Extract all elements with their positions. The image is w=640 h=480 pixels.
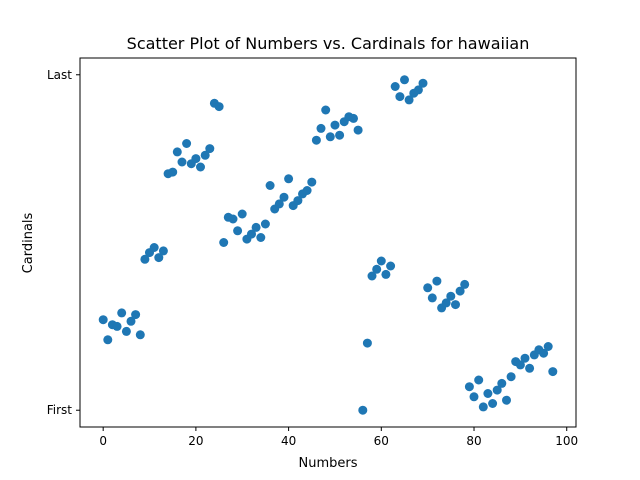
data-point xyxy=(367,271,377,281)
data-point xyxy=(474,375,484,385)
y-axis: First Last xyxy=(47,68,80,417)
data-point xyxy=(506,372,516,382)
data-point xyxy=(427,293,437,303)
data-point xyxy=(256,233,266,242)
y-tick-label: Last xyxy=(47,68,72,82)
data-point xyxy=(497,378,507,388)
data-point xyxy=(543,342,553,351)
data-point xyxy=(149,243,159,252)
data-point xyxy=(182,139,192,148)
data-point xyxy=(413,85,423,95)
data-point xyxy=(200,150,210,160)
data-point xyxy=(205,144,215,154)
data-point xyxy=(432,276,442,286)
data-point xyxy=(112,321,122,331)
data-point xyxy=(247,229,256,239)
data-point xyxy=(284,174,294,184)
data-point xyxy=(233,226,243,236)
data-point xyxy=(237,209,247,219)
data-point xyxy=(325,132,335,142)
data-point xyxy=(488,399,498,408)
data-point xyxy=(525,363,535,373)
data-point xyxy=(126,316,136,326)
data-point xyxy=(330,120,340,130)
data-point xyxy=(251,222,261,232)
x-tick-label: 0 xyxy=(99,434,107,448)
data-point xyxy=(400,75,409,85)
data-point xyxy=(381,269,391,279)
data-point xyxy=(376,256,386,266)
data-point xyxy=(404,95,414,105)
data-point xyxy=(177,157,187,167)
data-point xyxy=(158,246,168,256)
data-point xyxy=(279,192,289,202)
data-point xyxy=(228,214,238,224)
data-point xyxy=(260,219,270,229)
data-point xyxy=(168,167,178,177)
data-point xyxy=(307,177,317,187)
x-tick-label: 40 xyxy=(281,434,296,448)
x-axis-label: Numbers xyxy=(299,456,358,471)
data-point xyxy=(191,154,201,164)
y-tick-label: First xyxy=(47,403,73,417)
data-point xyxy=(395,92,405,102)
x-tick-label: 20 xyxy=(188,434,203,448)
data-point xyxy=(515,360,525,370)
data-point xyxy=(358,405,368,415)
data-point xyxy=(154,253,164,263)
data-point xyxy=(349,113,358,123)
chart-title: Scatter Plot of Numbers vs. Cardinals fo… xyxy=(127,34,530,53)
data-point xyxy=(539,348,549,358)
data-point xyxy=(423,283,433,293)
data-point xyxy=(321,105,331,115)
data-point xyxy=(446,291,456,301)
data-point xyxy=(520,353,530,363)
data-point xyxy=(483,389,493,398)
data-point xyxy=(135,330,145,340)
x-tick-label: 100 xyxy=(555,434,578,448)
data-point xyxy=(219,238,229,247)
data-point xyxy=(98,315,108,325)
data-points xyxy=(98,75,558,415)
data-point xyxy=(478,402,488,412)
data-point xyxy=(502,395,511,405)
data-point xyxy=(464,382,474,392)
data-point xyxy=(103,335,113,345)
data-point xyxy=(293,196,303,206)
x-tick-label: 60 xyxy=(374,434,389,448)
data-point xyxy=(302,186,312,195)
data-point xyxy=(274,199,284,209)
x-tick-label: 80 xyxy=(466,434,481,448)
data-point xyxy=(172,147,182,157)
data-point xyxy=(451,300,460,310)
data-point xyxy=(386,261,396,271)
data-point xyxy=(196,162,205,172)
data-point xyxy=(362,338,372,348)
data-point xyxy=(353,125,363,135)
data-point xyxy=(460,279,470,289)
data-point xyxy=(390,82,400,91)
data-point xyxy=(121,326,131,336)
data-point xyxy=(441,298,451,308)
data-point xyxy=(214,102,224,112)
data-point xyxy=(548,367,558,377)
data-point xyxy=(316,123,326,133)
data-point xyxy=(311,135,321,145)
data-point xyxy=(372,264,382,274)
plot-frame xyxy=(79,57,577,428)
data-point xyxy=(117,308,127,318)
data-point xyxy=(469,392,479,402)
x-axis: 0 20 40 60 80 100 xyxy=(99,427,578,448)
y-axis-label: Cardinals xyxy=(21,212,36,273)
data-point xyxy=(335,130,345,140)
data-point xyxy=(418,78,428,88)
data-point xyxy=(131,310,141,320)
data-point xyxy=(455,286,465,296)
data-point xyxy=(140,254,150,264)
data-point xyxy=(265,181,275,190)
data-point xyxy=(492,385,502,395)
